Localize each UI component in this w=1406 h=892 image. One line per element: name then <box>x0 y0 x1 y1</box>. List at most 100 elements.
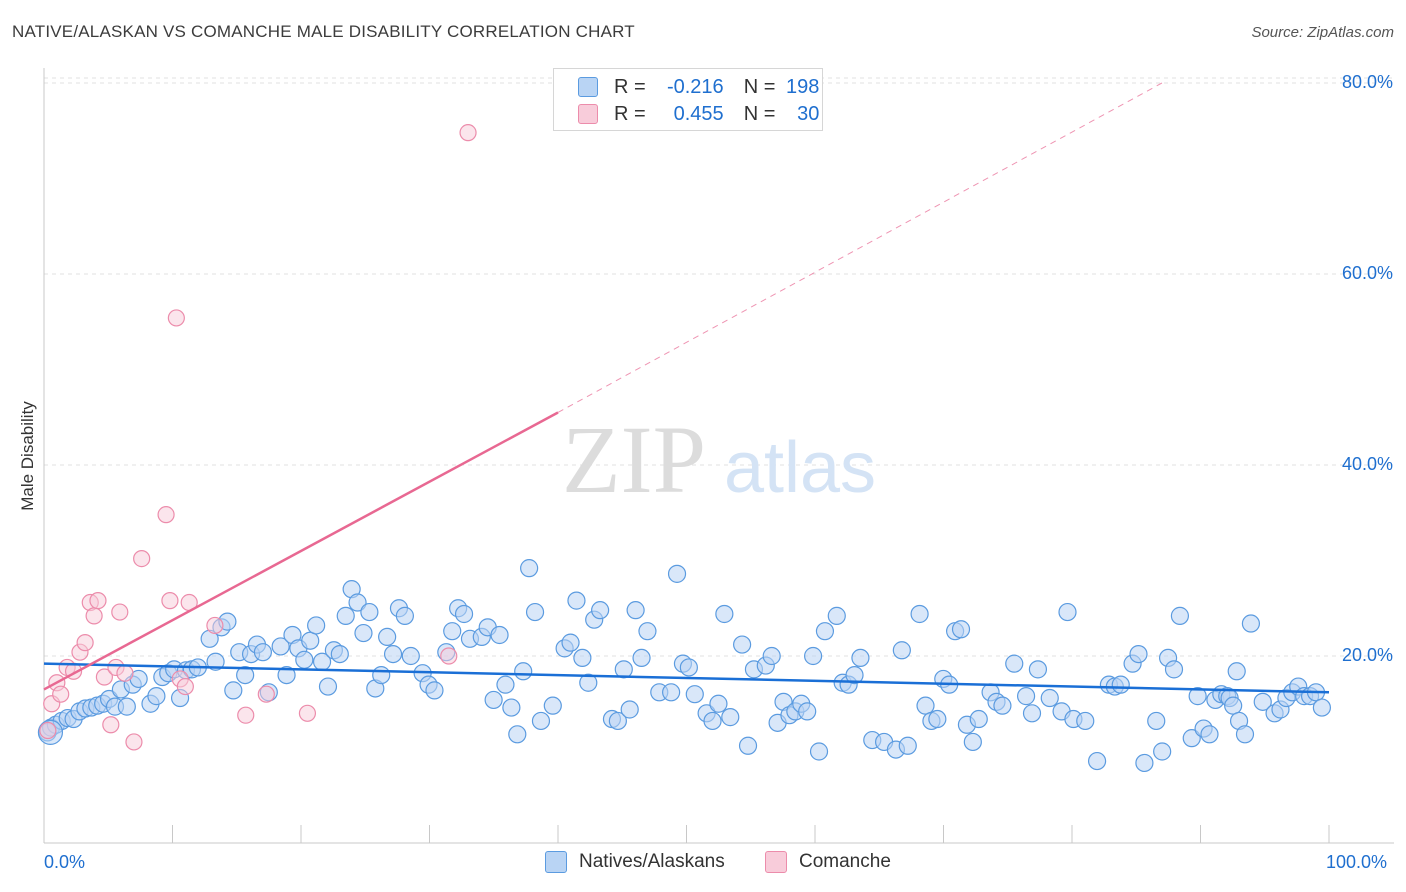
data-point-comanche <box>176 677 194 696</box>
data-point-natives <box>815 622 835 641</box>
y-tick-label: 80.0% <box>1341 72 1393 92</box>
axes <box>43 68 1394 844</box>
data-point-natives <box>1005 654 1024 673</box>
data-point-natives <box>508 725 527 744</box>
y-tick-label: 40.0% <box>1341 454 1393 474</box>
data-point-natives <box>1016 687 1036 706</box>
data-point-natives <box>685 685 704 704</box>
legend-n-label: N = <box>743 75 776 98</box>
data-point-natives <box>443 622 462 641</box>
trend-lines <box>43 82 1330 694</box>
data-point-natives <box>395 606 414 625</box>
data-point-natives <box>525 602 545 622</box>
data-point-natives <box>804 646 823 666</box>
data-point-natives <box>1111 675 1130 694</box>
chart-title: NATIVE/ALASKAN VS COMANCHE MALE DISABILI… <box>12 22 635 41</box>
legend-swatch-comanche <box>578 104 598 124</box>
legend-n-value: 30 <box>797 102 820 125</box>
data-point-natives <box>703 711 722 731</box>
series-comanche-points <box>39 124 477 751</box>
series-legend: Natives/Alaskans Comanche <box>0 851 1406 877</box>
data-point-natives <box>1227 662 1246 681</box>
legend-r-label: R = <box>614 75 646 98</box>
data-point-comanche <box>102 716 120 734</box>
legend-row-natives: R = -0.216 N = 198 <box>578 75 819 99</box>
data-point-natives <box>372 665 391 685</box>
legend-r-value: -0.216 <box>666 75 724 98</box>
data-point-natives <box>378 627 397 647</box>
data-point-natives <box>1200 725 1219 744</box>
data-point-natives <box>963 732 982 752</box>
data-point-natives <box>117 697 136 716</box>
data-point-natives <box>1153 742 1172 761</box>
data-point-natives <box>354 623 373 643</box>
data-point-natives <box>1129 644 1148 664</box>
data-point-natives <box>206 652 225 671</box>
data-point-natives <box>1147 711 1166 731</box>
legend-swatch-comanche <box>765 851 787 873</box>
data-point-natives <box>336 606 355 625</box>
data-point-natives <box>738 736 758 755</box>
trend-line-comanche-extension <box>557 82 1163 413</box>
data-point-comanche <box>459 124 477 142</box>
source-label: Source: ZipAtlas.com <box>1251 24 1394 41</box>
data-point-comanche <box>257 685 275 703</box>
data-point-natives <box>969 709 988 729</box>
legend-n-label: N = <box>743 102 776 125</box>
data-point-natives <box>330 644 349 664</box>
data-point-comanche <box>111 603 129 621</box>
data-point-natives <box>632 648 651 668</box>
data-point-natives <box>502 698 521 717</box>
data-point-natives <box>667 564 687 583</box>
data-point-natives <box>383 644 403 664</box>
data-point-comanche <box>157 506 175 524</box>
data-point-natives <box>454 604 474 624</box>
data-point-natives <box>827 606 846 625</box>
data-point-natives <box>614 660 633 679</box>
data-point-comanche <box>89 592 107 610</box>
data-point-natives <box>709 694 728 713</box>
data-point-natives <box>496 675 515 694</box>
data-point-natives <box>892 641 911 660</box>
data-point-natives <box>721 708 740 727</box>
data-point-natives <box>1040 688 1059 708</box>
data-point-comanche <box>95 668 113 686</box>
data-point-natives <box>951 620 971 639</box>
correlation-legend: R = -0.216 N = 198 R = 0.455 N = 30 <box>553 68 823 131</box>
data-point-natives <box>715 604 734 624</box>
x-tick-label-max: 100.0% <box>1326 852 1388 872</box>
y-tick-label: 20.0% <box>1341 645 1393 665</box>
legend-n-value: 198 <box>786 75 820 98</box>
data-point-natives <box>1164 660 1184 679</box>
data-point-natives <box>809 742 829 761</box>
data-point-comanche <box>39 721 57 740</box>
data-point-natives <box>514 662 533 681</box>
data-point-natives <box>916 696 935 715</box>
data-point-natives <box>898 736 917 755</box>
data-point-comanche <box>52 685 70 703</box>
data-point-natives <box>277 665 296 685</box>
data-point-natives <box>1241 614 1261 633</box>
data-point-natives <box>490 625 509 645</box>
y-tick-label: 60.0% <box>1341 263 1393 283</box>
legend-swatch-natives <box>578 77 598 97</box>
data-point-natives <box>1058 602 1077 622</box>
data-point-natives <box>1022 704 1042 723</box>
legend-swatch-natives <box>545 851 567 873</box>
data-point-natives <box>1253 692 1272 711</box>
data-point-comanche <box>85 607 103 625</box>
data-point-comanche <box>133 549 151 568</box>
data-point-natives <box>401 646 420 666</box>
data-point-natives <box>993 696 1012 715</box>
legend-label-natives: Natives/Alaskans <box>579 851 725 872</box>
data-point-natives <box>301 631 320 650</box>
data-point-natives <box>626 601 645 620</box>
legend-item-natives: Natives/Alaskans <box>545 851 725 873</box>
data-point-natives <box>224 681 243 700</box>
data-point-natives <box>348 593 367 612</box>
watermark-atlas: atlas <box>724 428 876 508</box>
watermark: ZIP atlas <box>562 406 876 513</box>
data-point-comanche <box>116 664 134 682</box>
legend-r-label: R = <box>614 102 646 125</box>
data-point-natives <box>679 658 698 677</box>
